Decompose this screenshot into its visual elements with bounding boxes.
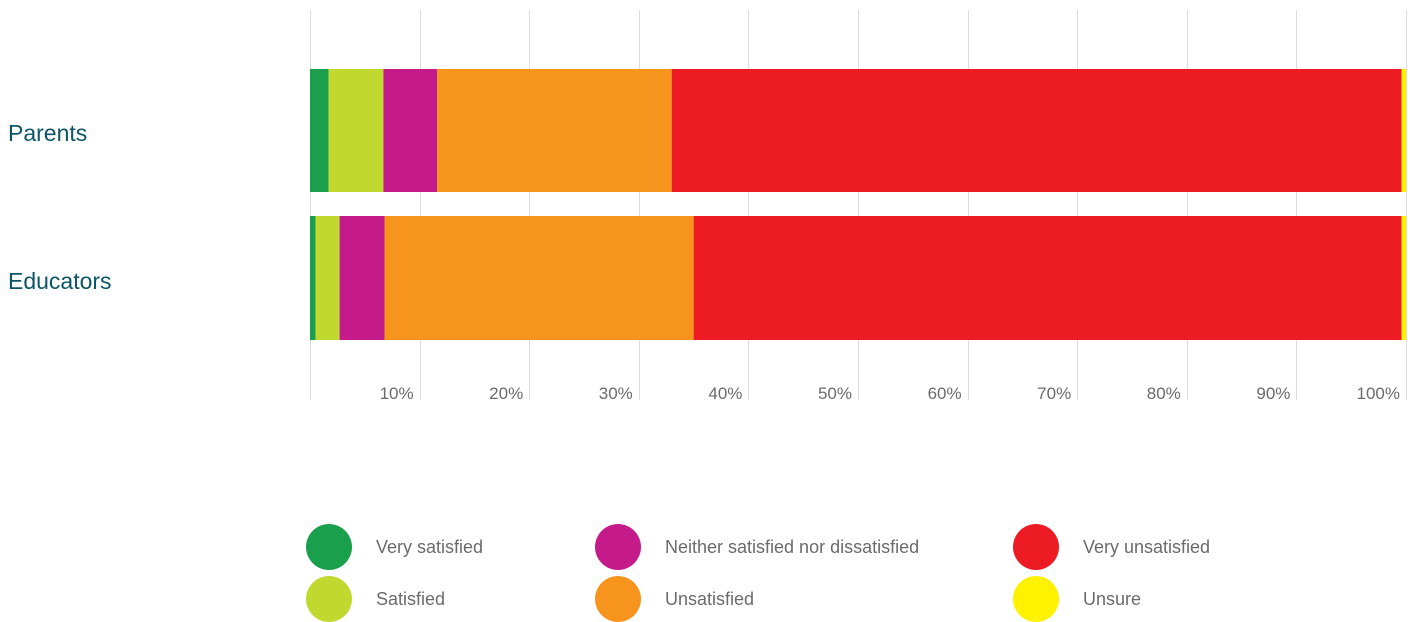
x-tick-labels: 10% 20% 30% 40% 50% 60% 70% 80% 90% 100%	[380, 384, 1400, 403]
x-tick-label: 80%	[1147, 384, 1181, 403]
category-labels: Parents Educators	[8, 120, 112, 294]
legend-swatch	[595, 524, 641, 570]
bar-segment	[1401, 216, 1406, 340]
x-tick-label: 100%	[1357, 384, 1400, 403]
bar-segment	[328, 69, 384, 192]
grid-lines	[310, 10, 1407, 400]
legend-label: Neither satisfied nor dissatisfied	[665, 537, 920, 557]
bar-segment	[310, 216, 316, 340]
legend-label: Very unsatisfied	[1083, 537, 1211, 557]
bar-segment	[383, 69, 438, 192]
bar-segment	[315, 216, 340, 340]
legend: Very satisfied Satisfied Neither satisfied…	[306, 520, 1406, 622]
x-tick-label: 20%	[489, 384, 523, 403]
bar-segment	[693, 216, 1402, 340]
legend-label: Very satisfied	[376, 537, 484, 557]
x-tick-label: 50%	[818, 384, 852, 403]
bar-segment	[671, 69, 1402, 192]
bar-segment	[1401, 69, 1406, 192]
category-label: Parents	[8, 120, 87, 146]
category-label: Educators	[8, 268, 112, 294]
x-tick-label: 30%	[599, 384, 633, 403]
legend-label: Satisfied	[376, 589, 446, 609]
bar-segment	[339, 216, 385, 340]
bar-segment	[437, 69, 672, 192]
legend-swatch	[1013, 524, 1059, 570]
bar-segment	[384, 216, 694, 340]
legend-swatch	[1013, 576, 1059, 622]
bar-segment	[310, 69, 329, 192]
legend-swatch	[306, 576, 352, 622]
legend-swatch	[595, 576, 641, 622]
x-tick-label: 90%	[1256, 384, 1290, 403]
bar-stacks	[310, 69, 1406, 340]
x-tick-label: 10%	[380, 384, 414, 403]
x-tick-label: 40%	[708, 384, 742, 403]
x-tick-label: 70%	[1037, 384, 1071, 403]
legend-swatch	[306, 524, 352, 570]
legend-label: Unsatisfied	[665, 589, 755, 609]
legend-label: Unsure	[1083, 589, 1142, 609]
x-tick-label: 60%	[928, 384, 962, 403]
